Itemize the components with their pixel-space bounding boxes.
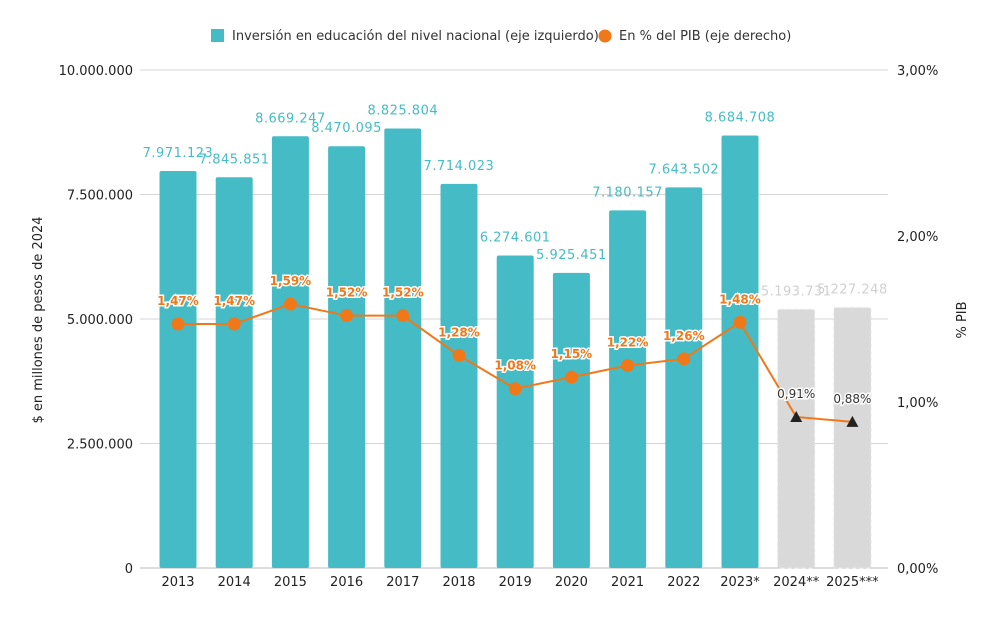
pib-label-2016: 1,52%	[326, 286, 368, 300]
bar-label-2013: 7.971.123	[143, 146, 214, 161]
bar-2013	[159, 171, 197, 568]
bar-label-2016: 8.470.095	[311, 121, 382, 136]
y-axis-left: 0 2.500.000 5.000.000 7.500.000 10.000.000	[59, 64, 133, 577]
y2-axis-title: % PIB	[955, 301, 970, 338]
pib-value-labels: 1,47% 1,47% 1,59% 1,52% 1,52% 1,28% 1,08% 1,15%…	[156, 273, 873, 408]
bar-label-2014: 7.845.851	[199, 152, 270, 167]
x-tick-label: 2013	[161, 575, 194, 590]
pib-marker-2024**	[790, 410, 803, 422]
x-tick-label: 2020	[555, 575, 588, 590]
pib-marker-2022	[677, 352, 691, 366]
legend-swatch-line	[598, 29, 612, 43]
x-tick-label: 2016	[330, 575, 363, 590]
bar-2019	[496, 255, 534, 568]
bar-label-2019: 6.274.601	[480, 231, 551, 246]
y-tick-label: 5.000.000	[67, 313, 133, 328]
bar-2017	[384, 128, 422, 568]
x-axis: 2013 2014 2015 2016 2017 2018 2019 2020 2021 2022…	[161, 575, 879, 590]
bar-label-2020: 5.925.451	[536, 248, 607, 263]
x-tick-label: 2015	[274, 575, 307, 590]
y2-tick-label: 1,00%	[897, 396, 938, 411]
bar-2025***	[833, 307, 872, 569]
pib-label-2014: 1,47%	[213, 294, 255, 308]
pib-marker-2023*	[733, 315, 747, 329]
pib-marker-2016	[340, 309, 354, 323]
bar-label-2018: 7.714.023	[424, 159, 495, 174]
pib-label-2023*: 1,48%	[719, 292, 761, 306]
x-tick-label: 2017	[386, 575, 419, 590]
pib-marker-2018	[452, 349, 466, 363]
bar-2014	[215, 177, 253, 569]
x-tick-label: 2021	[611, 575, 644, 590]
pib-label-2018: 1,28%	[438, 326, 480, 340]
legend-label-line: En % del PIB (eje derecho)	[619, 29, 791, 44]
pib-marker-2017	[396, 309, 410, 323]
y-tick-label: 7.500.000	[67, 189, 133, 204]
x-tick-label: 2018	[442, 575, 475, 590]
pib-marker-2021	[621, 358, 635, 372]
legend: Inversión en educación del nivel naciona…	[211, 29, 791, 44]
pib-label-2019: 1,08%	[494, 359, 536, 373]
pib-label-2021: 1,22%	[607, 335, 649, 349]
bars	[159, 128, 872, 569]
y2-tick-label: 0,00%	[897, 562, 938, 577]
y-axis-right: 0,00% 1,00% 2,00% 3,00%	[897, 64, 938, 577]
bar-label-2021: 7.180.157	[592, 185, 663, 200]
x-tick-label: 2024**	[773, 575, 820, 590]
x-tick-label: 2025***	[826, 575, 879, 590]
pib-line	[171, 297, 859, 427]
bar-2023*	[721, 135, 759, 569]
legend-label-bars: Inversión en educación del nivel naciona…	[232, 29, 599, 44]
y-tick-label: 10.000.000	[59, 64, 133, 79]
y2-tick-label: 3,00%	[897, 64, 938, 79]
pib-marker-2014	[227, 317, 241, 331]
bar-2024**	[777, 308, 816, 569]
pib-label-2017: 1,52%	[382, 286, 424, 300]
pib-label-2013: 1,47%	[157, 294, 199, 308]
bar-label-2025***: 5.227.248	[817, 283, 888, 298]
bar-label-2022: 7.643.502	[648, 162, 719, 177]
pib-marker-2015	[283, 297, 297, 311]
bar-2020	[552, 272, 590, 568]
y-tick-label: 0	[125, 562, 133, 577]
bar-label-2024**: 5.193.731	[761, 284, 832, 299]
pib-marker-2013	[171, 317, 185, 331]
pib-marker-2019	[508, 382, 522, 396]
x-tick-label: 2022	[667, 575, 700, 590]
pib-label-2025***: 0,88%	[833, 392, 871, 406]
pib-marker-2025***	[846, 415, 859, 427]
x-tick-label: 2019	[499, 575, 532, 590]
bar-2015	[271, 136, 309, 569]
x-tick-label: 2014	[218, 575, 251, 590]
pib-label-2024**: 0,91%	[777, 387, 815, 401]
y2-tick-label: 2,00%	[897, 230, 938, 245]
pib-marker-2020	[564, 370, 578, 384]
bar-label-2015: 8.669.247	[255, 111, 326, 126]
y-axis-title: $ en millones de pesos de 2024	[31, 216, 46, 423]
bar-2018	[440, 183, 478, 568]
bar-2016	[328, 146, 366, 568]
pib-label-2015: 1,59%	[270, 274, 312, 288]
x-tick-label: 2023*	[720, 575, 760, 590]
bar-2021	[609, 210, 647, 569]
bar-2022	[665, 187, 703, 568]
pib-label-2020: 1,15%	[551, 347, 593, 361]
bar-label-2017: 8.825.804	[367, 103, 438, 118]
pib-label-2022: 1,26%	[663, 329, 705, 343]
y-tick-label: 2.500.000	[67, 438, 133, 453]
legend-swatch-bars	[211, 29, 224, 42]
bar-label-2023*: 8.684.708	[705, 111, 776, 126]
